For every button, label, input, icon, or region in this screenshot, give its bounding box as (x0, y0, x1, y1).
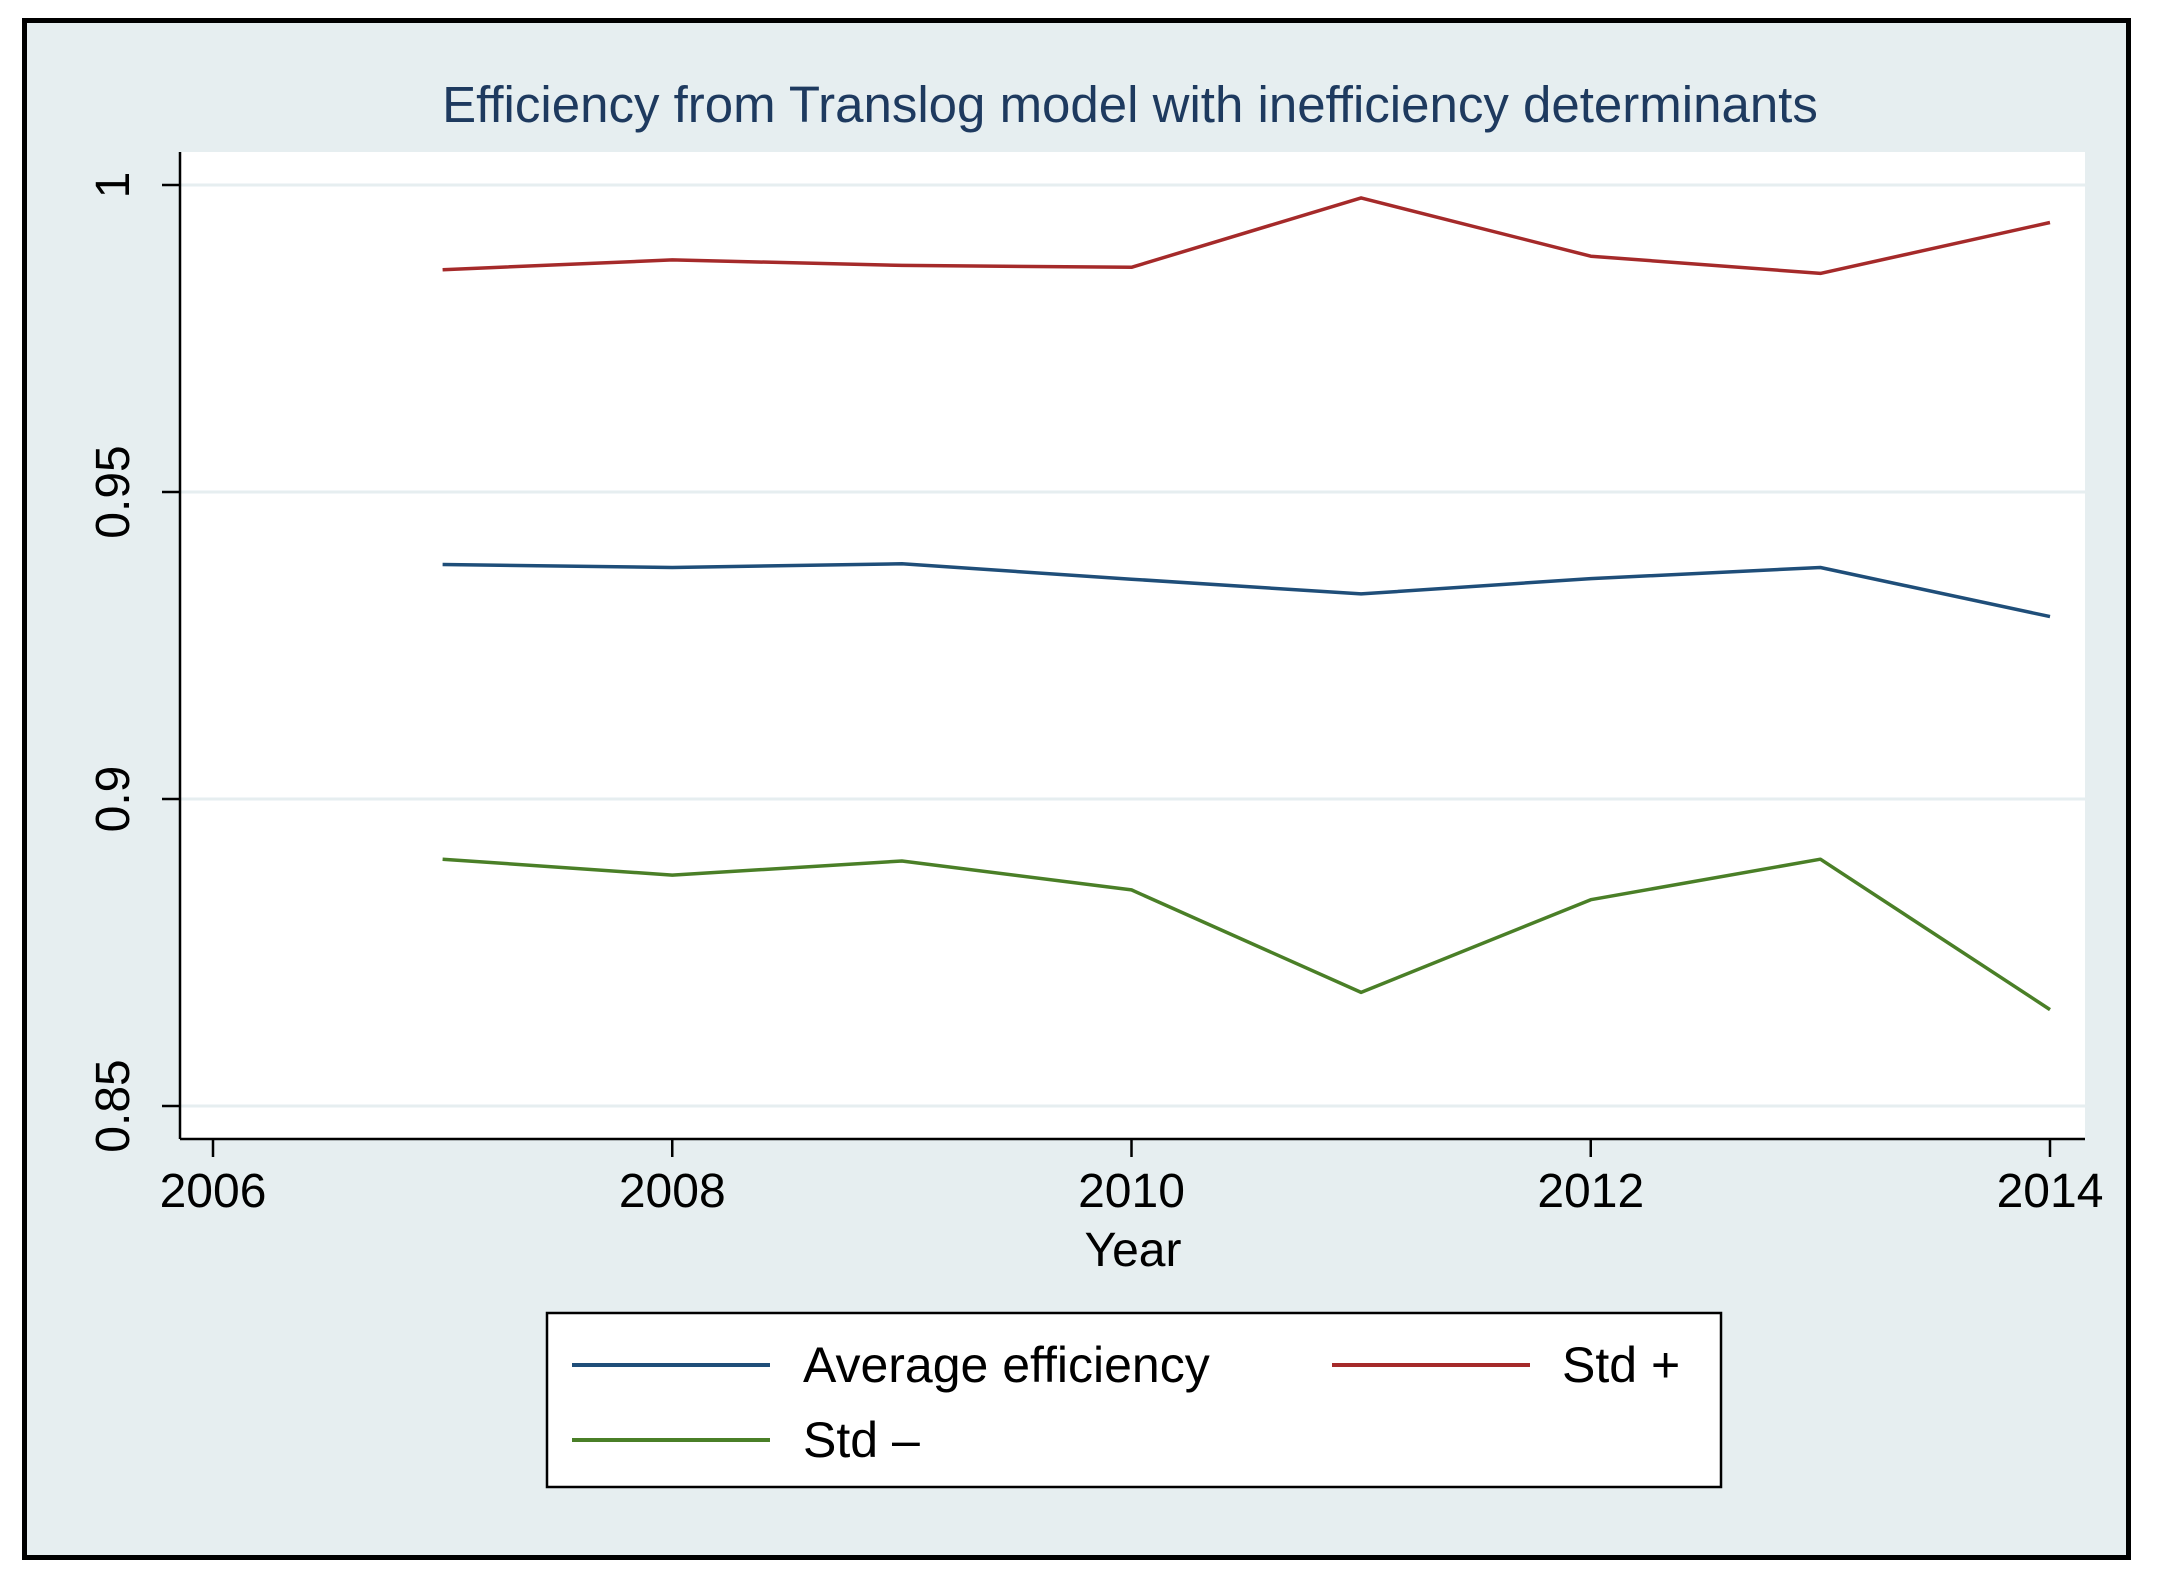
series-line-average-efficiency (442, 562, 2051, 619)
legend-box (545, 1311, 1723, 1489)
y-tick-label-0: 0.85 (87, 1059, 140, 1152)
y-axis-ticks: 0.85 0.9 0.95 1 (87, 172, 180, 1153)
x-tick-label-2: 2010 (1078, 1165, 1185, 1218)
plot-area (180, 152, 2085, 1139)
x-tick-label-1: 2008 (619, 1165, 726, 1218)
x-axis-ticks: 2006 2008 2010 2012 2014 (160, 1139, 2104, 1218)
gridlines (180, 183, 2085, 1108)
y-tick-label-2: 0.95 (87, 445, 140, 538)
x-tick-label-3: 2012 (1537, 1165, 1644, 1218)
x-tick-label-4: 2014 (1997, 1165, 2104, 1218)
legend-label-std-minus: Std – (803, 1412, 920, 1468)
legend-label-average-efficiency: Average efficiency (803, 1337, 1210, 1393)
legend-label-std-plus: Std + (1562, 1337, 1680, 1393)
y-tick-label-3: 1 (87, 172, 140, 199)
chart-title: Efficiency from Translog model with inef… (442, 76, 1818, 133)
series-line-std-plus (442, 196, 2051, 276)
y-tick-label-1: 0.9 (87, 766, 140, 833)
series-line-std-minus (442, 857, 2051, 1012)
x-tick-label-0: 2006 (160, 1165, 267, 1218)
x-axis-label: Year (1085, 1224, 1182, 1277)
legend: Average efficiency Std + Std – (545, 1311, 1723, 1489)
series-lines (442, 196, 2051, 1012)
